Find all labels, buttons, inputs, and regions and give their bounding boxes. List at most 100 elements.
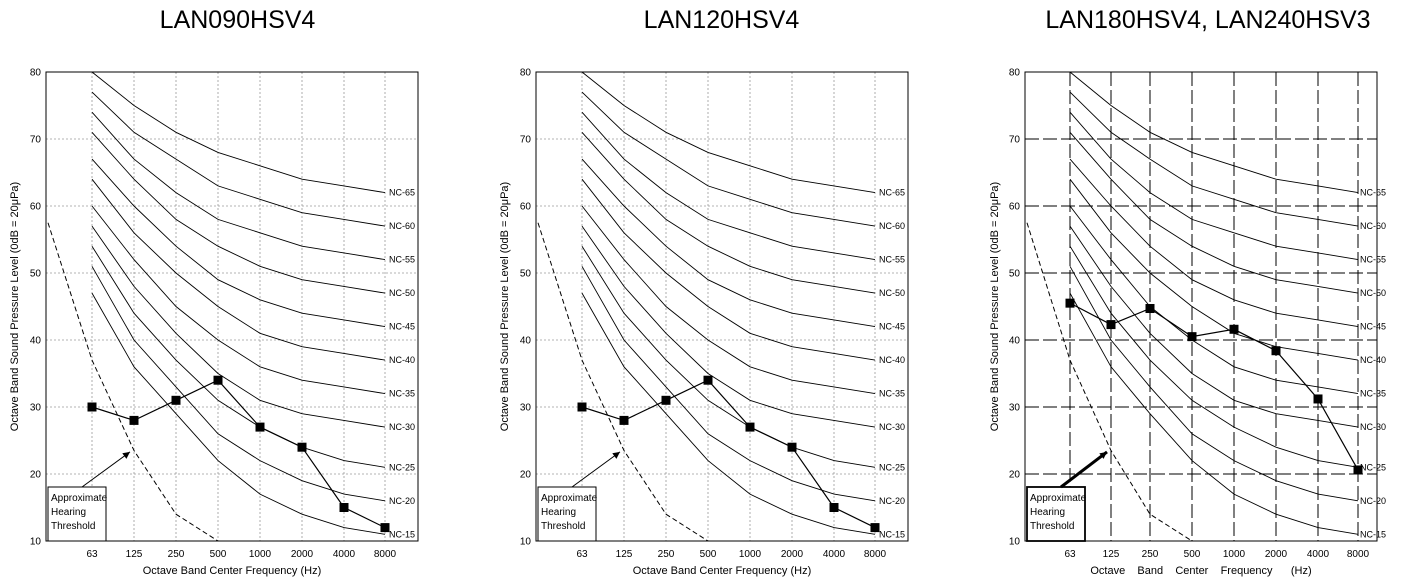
chart-title-3: LAN180HSV4, LAN240HSV3 bbox=[1045, 6, 1371, 34]
y-tick-label: 30 bbox=[30, 403, 42, 414]
x-tick-label: 125 bbox=[126, 549, 143, 560]
annotation-box bbox=[47, 486, 107, 542]
nc-curve bbox=[1069, 91, 1359, 227]
annotation-arrowhead bbox=[1099, 451, 1107, 459]
y-tick-label: 60 bbox=[520, 202, 532, 213]
y-axis-label: Octave Band Sound Pressure Level (0dB = … bbox=[989, 182, 1001, 431]
nc-curve-label: NC-50 bbox=[1360, 288, 1386, 298]
nc-curve-label: NC-50 bbox=[389, 288, 415, 298]
annotation-arrowhead bbox=[122, 451, 130, 459]
nc-curve bbox=[581, 205, 876, 395]
nc-curve bbox=[1069, 205, 1359, 395]
nc-curve bbox=[1069, 266, 1359, 502]
nc-curve-label: NC-40 bbox=[389, 355, 415, 365]
nc-curve bbox=[581, 245, 876, 468]
x-tick-label: 8000 bbox=[1347, 549, 1370, 560]
y-tick-label: 60 bbox=[1009, 202, 1021, 213]
data-point bbox=[87, 402, 97, 412]
data-point bbox=[703, 375, 713, 385]
data-point bbox=[1106, 320, 1116, 330]
y-axis-label: Octave Band Sound Pressure Level (0dB = … bbox=[499, 182, 511, 431]
annotation-box bbox=[1026, 486, 1086, 542]
y-tick-label: 40 bbox=[1009, 336, 1021, 347]
nc-curve-label: NC-55 bbox=[389, 255, 415, 265]
nc-curve-label: NC-40 bbox=[879, 355, 905, 365]
data-point bbox=[661, 395, 671, 405]
chart-title-2: LAN120HSV4 bbox=[643, 6, 800, 34]
nc-curve-label: NC-15 bbox=[1360, 529, 1386, 539]
x-tick-label: 1000 bbox=[739, 549, 762, 560]
data-point bbox=[1353, 465, 1363, 475]
nc-chart-1: NC-65 NC-60 NC-55 NC-50 NC-45 NC-40 NC-35 NC-30… bbox=[9, 68, 419, 577]
nc-curve bbox=[91, 178, 386, 361]
nc-curve-label: NC-15 bbox=[389, 529, 415, 539]
y-tick-label: 60 bbox=[30, 202, 42, 213]
nc-curve-label: NC-20 bbox=[879, 496, 905, 506]
nc-curve-label: NC-30 bbox=[389, 422, 415, 432]
x-tick-label: 63 bbox=[86, 549, 98, 560]
nc-curve-label: NC-20 bbox=[1360, 496, 1386, 506]
data-series-line bbox=[1069, 302, 1359, 471]
data-point bbox=[297, 442, 307, 452]
y-tick-label: 50 bbox=[520, 269, 532, 280]
y-tick-label: 10 bbox=[1009, 537, 1021, 548]
x-tick-label: 4000 bbox=[823, 549, 846, 560]
nc-curve-label: NC-55 bbox=[879, 255, 905, 265]
annotation-text: Hearing bbox=[51, 507, 86, 518]
nc-curve bbox=[91, 131, 386, 294]
y-tick-label: 10 bbox=[30, 537, 42, 548]
x-tick-label: 1000 bbox=[1223, 549, 1246, 560]
nc-curve bbox=[1069, 158, 1359, 328]
x-tick-label: 2000 bbox=[291, 549, 314, 560]
annotation-text: Threshold bbox=[51, 521, 95, 532]
annotation-text: Hearing bbox=[1030, 507, 1065, 518]
nc-curve bbox=[1069, 132, 1359, 294]
y-tick-label: 20 bbox=[520, 470, 532, 481]
nc-curve-label: NC-25 bbox=[879, 462, 905, 472]
nc-curve bbox=[581, 71, 876, 194]
nc-curve bbox=[581, 131, 876, 294]
x-tick-label: 63 bbox=[576, 549, 588, 560]
annotation-arrow bbox=[1060, 450, 1108, 489]
annotation-box bbox=[537, 486, 597, 542]
annotation-text: Threshold bbox=[1030, 521, 1074, 532]
y-tick-label: 30 bbox=[1009, 403, 1021, 414]
data-point bbox=[745, 422, 755, 432]
nc-curve bbox=[91, 225, 386, 428]
x-tick-label: 250 bbox=[658, 549, 675, 560]
nc-curve-label: NC-25 bbox=[389, 462, 415, 472]
hearing-threshold-curve bbox=[47, 222, 219, 542]
nc-curve bbox=[91, 266, 386, 502]
nc-curve-label: NC-35 bbox=[879, 389, 905, 399]
nc-curve bbox=[581, 111, 876, 261]
data-point bbox=[339, 503, 349, 512]
x-tick-label: 2000 bbox=[781, 549, 804, 560]
y-tick-label: 70 bbox=[1009, 135, 1021, 146]
data-point bbox=[1229, 324, 1239, 334]
x-axis-label: Octave Band Center Frequency (Hz) bbox=[633, 565, 812, 577]
x-tick-label: 2000 bbox=[1265, 549, 1288, 560]
nc-curve bbox=[1069, 292, 1359, 535]
nc-curve bbox=[581, 158, 876, 328]
nc-curve-label: NC-65 bbox=[389, 188, 415, 198]
x-tick-label: 250 bbox=[168, 549, 185, 560]
annotation-text: Approximate bbox=[1030, 493, 1087, 504]
x-tick-label: 500 bbox=[210, 549, 227, 560]
x-axis-label: Octave Band Center Frequency (Hz) bbox=[1090, 565, 1311, 577]
nc-curve bbox=[1069, 71, 1359, 194]
data-point bbox=[255, 422, 265, 432]
nc-curve bbox=[581, 178, 876, 361]
data-point bbox=[129, 415, 139, 425]
data-point bbox=[1313, 394, 1323, 404]
data-point bbox=[577, 402, 587, 412]
nc-curve-label: NC-60 bbox=[389, 221, 415, 231]
data-point bbox=[1145, 304, 1155, 314]
data-point bbox=[619, 415, 629, 425]
nc-curve bbox=[1069, 178, 1359, 361]
x-tick-label: 1000 bbox=[249, 549, 272, 560]
y-tick-label: 80 bbox=[1009, 68, 1021, 79]
nc-chart-3: NC-65 NC-60 NC-55 NC-50 NC-45 NC-40 NC-35 NC-30… bbox=[989, 68, 1386, 578]
nc-curve bbox=[91, 292, 386, 535]
y-tick-label: 70 bbox=[520, 135, 532, 146]
nc-curve bbox=[1069, 225, 1359, 428]
